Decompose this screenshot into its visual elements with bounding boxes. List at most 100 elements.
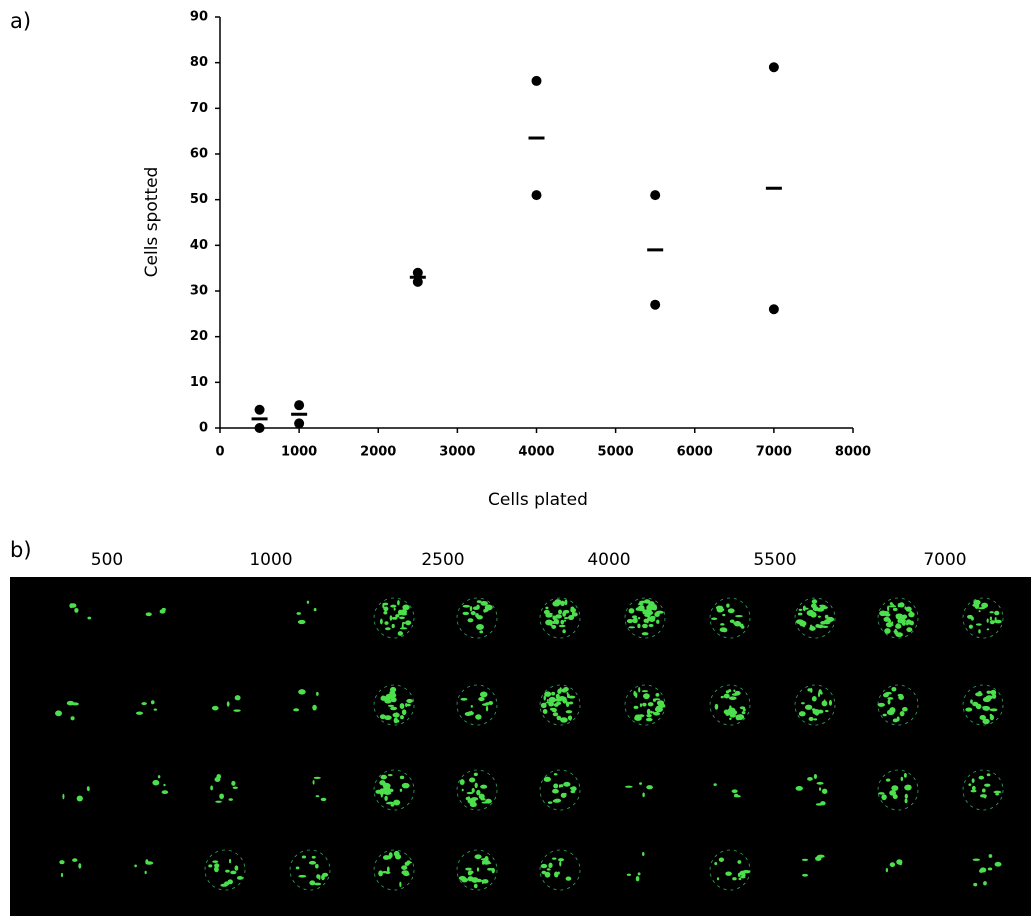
cell-spot: [718, 857, 725, 862]
cell-spot: [385, 802, 393, 805]
well-grid: [55, 597, 1004, 891]
x-tick-label: 7000: [756, 445, 792, 460]
cell-spot: [653, 604, 657, 609]
cell-spot: [652, 711, 655, 714]
cell-spot: [485, 705, 489, 712]
cell-spot: [823, 699, 826, 704]
cell-spot: [311, 855, 316, 859]
cell-spot: [650, 710, 653, 714]
cell-spot: [811, 696, 817, 702]
cell-spot: [877, 702, 885, 707]
cell-spot: [145, 612, 152, 617]
cell-spot: [471, 788, 475, 793]
cell-spot: [975, 692, 983, 697]
column-label: 1000: [249, 550, 292, 570]
cell-spot: [986, 690, 992, 694]
cell-spot: [711, 617, 718, 621]
cell-spot: [555, 614, 562, 619]
cell-spot: [973, 882, 978, 887]
cell-spot: [903, 772, 907, 778]
cell-spot: [810, 612, 814, 615]
cell-spot: [729, 705, 732, 709]
cell-spot: [540, 702, 547, 709]
cell-spot: [642, 702, 647, 707]
cell-spot: [742, 708, 746, 712]
cell-spot: [390, 604, 397, 608]
cell-spot: [722, 613, 726, 617]
cell-spot: [559, 860, 562, 867]
cell-spot: [211, 705, 219, 711]
well: [373, 597, 415, 639]
cell-spot: [540, 863, 548, 869]
cell-spot: [141, 702, 147, 706]
cell-spot: [70, 716, 75, 721]
cell-spot: [716, 877, 720, 881]
cell-spot: [135, 711, 144, 715]
cell-spot: [295, 866, 300, 870]
cell-spot: [379, 618, 383, 625]
cell-spot: [974, 603, 980, 609]
data-point: [531, 75, 542, 86]
cell-spot: [215, 800, 222, 803]
cell-spot: [651, 619, 655, 622]
cell-spot: [638, 602, 643, 606]
cell-spot: [639, 703, 643, 707]
y-tick-label: 60: [190, 147, 208, 162]
cell-spot: [76, 795, 83, 802]
cell-spot: [979, 867, 987, 873]
cell-spot: [551, 691, 556, 696]
data-point: [294, 418, 305, 429]
data-point: [531, 190, 542, 201]
cell-spot: [637, 872, 641, 876]
cell-spot: [978, 610, 981, 613]
y-tick-label: 70: [190, 101, 208, 116]
cell-spot: [646, 713, 652, 718]
cell-spot: [554, 698, 563, 702]
cell-spot: [548, 696, 557, 703]
cell-spot: [462, 611, 470, 616]
cell-spot: [798, 608, 803, 611]
cell-spot: [731, 789, 738, 794]
cell-spot: [306, 600, 310, 604]
cell-spot: [545, 613, 553, 618]
cell-spot: [887, 605, 890, 612]
cell-spot: [994, 619, 1002, 624]
cell-spot: [904, 798, 908, 804]
cell-spot: [393, 607, 396, 611]
cell-spot: [740, 625, 745, 629]
cell-spot: [393, 799, 401, 806]
cell-spot: [995, 793, 1000, 796]
cell-spot: [403, 872, 410, 877]
cell-spot: [220, 883, 228, 887]
cell-spot: [472, 606, 480, 611]
cell-spot: [565, 710, 573, 714]
cell-spot: [384, 795, 388, 801]
well: [877, 769, 919, 811]
cell-spot: [982, 718, 990, 725]
cell-spot: [733, 620, 742, 627]
cell-spot: [898, 602, 905, 608]
cell-spot: [487, 867, 493, 871]
cell-spot: [734, 793, 739, 797]
cell-spot: [462, 604, 471, 608]
cell-spot: [815, 803, 823, 806]
cell-spot: [970, 699, 973, 704]
well: [456, 769, 498, 811]
cell-spot: [384, 621, 389, 625]
cell-spot: [313, 882, 322, 886]
cell-spot: [459, 779, 465, 785]
cell-spot: [813, 774, 818, 780]
cell-spot: [378, 870, 383, 877]
cell-spot: [982, 697, 991, 703]
cell-spot: [543, 776, 551, 782]
well: [624, 597, 666, 639]
y-tick-label: 0: [199, 421, 208, 436]
well: [456, 849, 498, 891]
cell-spot: [720, 695, 724, 699]
cell-spot: [544, 691, 552, 697]
data-point: [254, 404, 265, 415]
cell-spot: [901, 614, 908, 620]
cell-spot: [811, 599, 818, 604]
cell-spot: [896, 859, 903, 865]
column-label: 5500: [753, 550, 796, 570]
